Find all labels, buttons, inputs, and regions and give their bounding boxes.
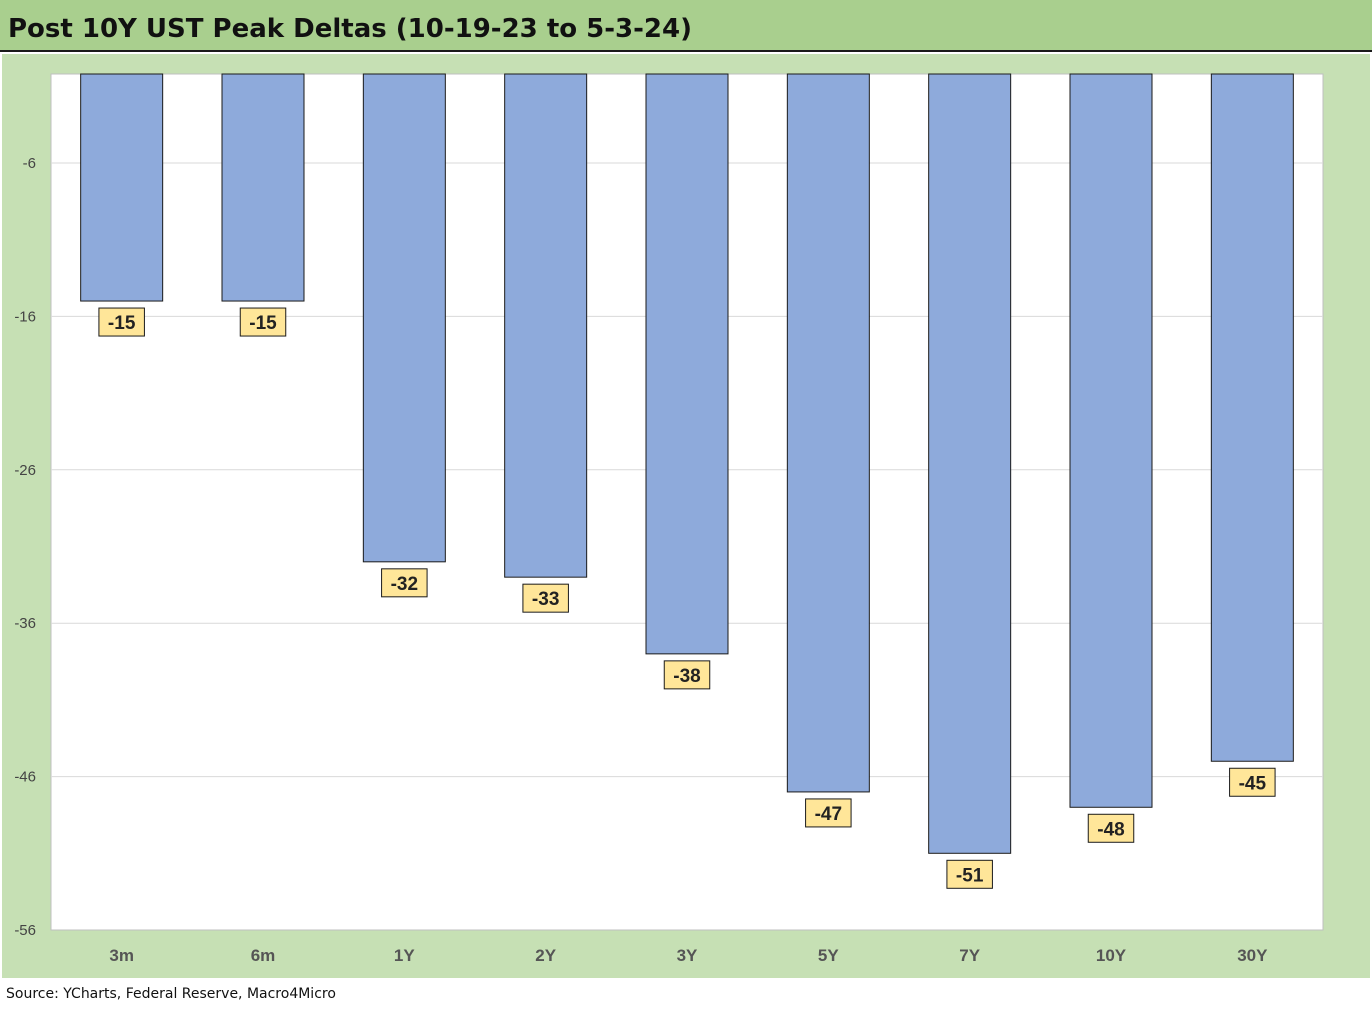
bar-chart: -6-16-26-36-46-56 -15 -15-32-33-38-47-51-… [14,73,1324,965]
bar-6m [221,73,305,302]
data-label-box [1229,767,1276,797]
data-label-box [663,660,711,690]
y-tick-label: -56 [14,922,36,939]
x-category-label: 7Y [959,946,980,965]
data-label: -38 [673,666,700,687]
data-label-box [239,307,287,337]
y-tick-label: -16 [14,308,36,325]
source-note: Source: YCharts, Federal Reserve, Macro4… [6,986,336,1002]
bar-5Y [786,73,870,793]
bar-30Y [1210,73,1294,762]
data-label: -48 [1097,819,1124,840]
x-category-label: 5Y [818,946,839,965]
data-label: -45 [1239,773,1267,794]
bar-1Y [362,73,446,563]
x-category-label: 3Y [677,946,698,965]
data-labels: -15 -15 -32 -33 -38 -47 -51 -48 -45 [98,307,1276,889]
x-category-label: 3m [109,946,134,965]
data-label-box [946,859,993,889]
chart-title: Post 10Y UST Peak Deltas (10-19-23 to 5-… [8,14,692,44]
x-category-label: 10Y [1096,946,1127,965]
bar-10Y [1069,73,1153,808]
y-tick-label: -36 [14,615,36,632]
bar-3Y [645,73,729,655]
y-axis-ticks: -6 -16 -26 -36 -46 -56 [14,155,36,939]
bar-7Y [928,73,1012,854]
data-label-box [1087,813,1135,843]
title-bar: Post 10Y UST Peak Deltas (10-19-23 to 5-… [0,0,1372,52]
bar-3m [80,73,164,302]
data-label-box [522,583,569,613]
chart-frame: -6 -16 -26 -36 -46 -56 -15 -15 -32 -33 -38 -47 -51-… [2,54,1370,978]
data-label-box [98,307,145,337]
y-tick-label: -6 [23,155,36,172]
data-label: -51 [956,865,984,886]
y-tick-label: -46 [14,769,36,786]
data-label: -15 [108,313,136,334]
data-label: -32 [391,574,418,595]
x-category-label: 30Y [1237,946,1268,965]
data-label: -47 [815,804,842,825]
y-tick-label: -26 [14,462,36,479]
data-label-box [381,568,428,598]
x-category-label: 2Y [535,946,556,965]
x-axis-categories: 3m 6m 1Y 2Y 3Y 5Y 7Y 10Y 30Y [109,946,1268,965]
bar-2Y [504,73,588,578]
data-label: -15 [249,313,277,334]
data-label-box [805,798,852,828]
x-category-label: 6m [251,946,276,965]
data-label: -33 [532,589,559,610]
x-category-label: 1Y [394,946,415,965]
bars [80,73,1294,854]
